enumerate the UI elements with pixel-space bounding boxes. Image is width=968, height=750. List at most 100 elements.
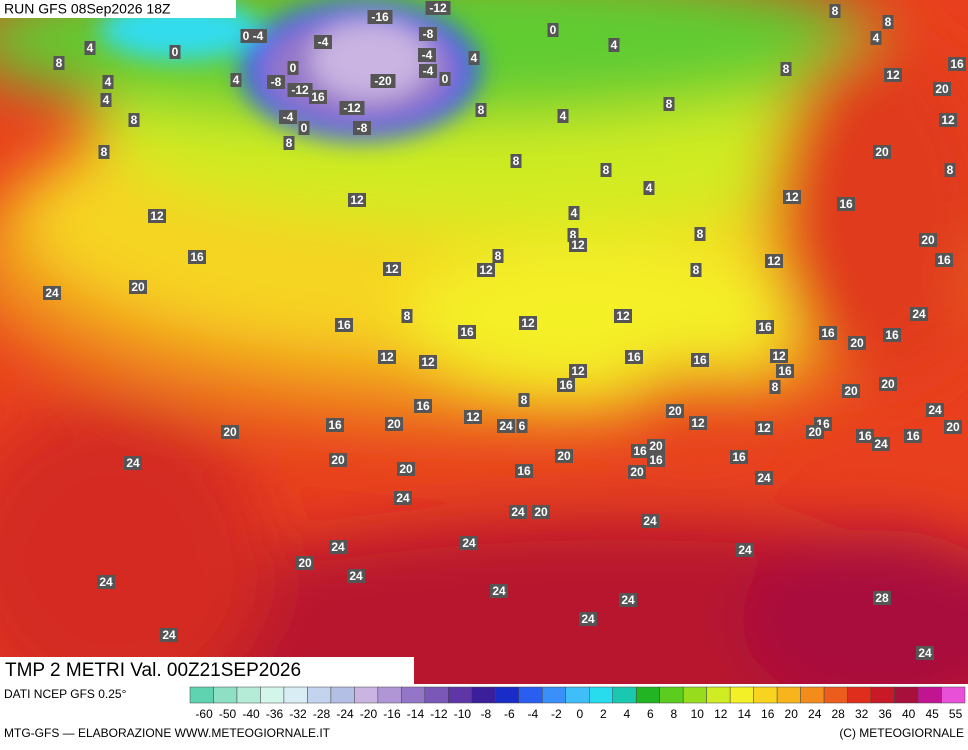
- label-box: [783, 190, 801, 204]
- label-box: [873, 145, 891, 159]
- temperature-label: 12: [767, 254, 781, 268]
- temperature-label: 16: [885, 328, 899, 342]
- label-box: [348, 193, 366, 207]
- temperature-label: 12: [757, 421, 771, 435]
- title-box: [0, 657, 414, 684]
- label-box: [948, 57, 966, 71]
- temperature-label: 20: [649, 439, 663, 453]
- label-box: [84, 41, 96, 55]
- label-box: [329, 453, 347, 467]
- temperature-label: -4: [423, 64, 434, 78]
- legend-tick-label: 10: [691, 707, 705, 721]
- label-box: [910, 307, 928, 321]
- temperature-label: 4: [471, 51, 478, 65]
- label-box: [497, 419, 515, 433]
- temperature-label: 8: [404, 309, 411, 323]
- temperature-label: 12: [380, 350, 394, 364]
- legend-tick-label: -20: [360, 707, 378, 721]
- label-box: [516, 419, 528, 433]
- temperature-label: 24: [912, 307, 926, 321]
- label-box: [419, 27, 437, 41]
- legend-tick-label: 8: [670, 707, 677, 721]
- label-box: [776, 364, 794, 378]
- label-box: [314, 35, 332, 49]
- legend-swatch: [377, 686, 402, 704]
- label-box: [97, 575, 115, 589]
- temperature-label: 24: [99, 575, 113, 589]
- temperature-label: 12: [772, 349, 786, 363]
- legend-tick-label: -16: [383, 707, 401, 721]
- temperature-label: 12: [385, 262, 399, 276]
- label-box: [160, 628, 178, 642]
- legend-swatch: [706, 686, 731, 704]
- legend-swatch: [189, 686, 214, 704]
- label-box: [872, 437, 890, 451]
- temperature-label: 16: [839, 197, 853, 211]
- label-box: [916, 646, 934, 660]
- label-box: [884, 68, 902, 82]
- label-box: [944, 420, 962, 434]
- label-box: [926, 403, 944, 417]
- temperature-label: 20: [298, 556, 312, 570]
- label-box: [353, 121, 371, 135]
- temperature-label: 24: [162, 628, 176, 642]
- temperature-label: 8: [521, 393, 528, 407]
- label-box: [619, 593, 637, 607]
- temperature-label: -4: [253, 29, 264, 43]
- label-box: [837, 197, 855, 211]
- label-box: [944, 163, 956, 177]
- temperature-label: 4: [611, 38, 618, 52]
- copyright: (C) METEOGIORNALE: [839, 726, 964, 740]
- label-box: [385, 417, 403, 431]
- label-box: [904, 429, 922, 443]
- label-box: [690, 263, 702, 277]
- label-box: [309, 90, 327, 104]
- label-box: [509, 505, 527, 519]
- label-box: [631, 444, 649, 458]
- legend-tick-label: -50: [219, 707, 237, 721]
- temperature-label: -4: [318, 35, 329, 49]
- credit: MTG-GFS — ELABORAZIONE WWW.METEOGIORNALE…: [4, 726, 331, 740]
- label-box: [870, 31, 882, 45]
- temperature-label: 8: [495, 249, 502, 263]
- label-box: [492, 249, 504, 263]
- label-box: [367, 10, 393, 24]
- temperature-label: 24: [331, 540, 345, 554]
- temperature-label: 8: [832, 4, 839, 18]
- legend-tick-label: 12: [714, 707, 728, 721]
- label-box: [383, 262, 401, 276]
- temperature-label: 24: [349, 569, 363, 583]
- temperature-label: 8: [603, 163, 610, 177]
- temperature-label: 20: [331, 453, 345, 467]
- temperature-label: 16: [633, 444, 647, 458]
- temperature-label: 20: [935, 82, 949, 96]
- label-box: [439, 72, 451, 86]
- temperature-label: 4: [646, 181, 653, 195]
- temperature-label: 20: [850, 336, 864, 350]
- legend-swatch: [941, 686, 966, 704]
- legend-tick-label: 14: [738, 707, 752, 721]
- legend-swatch: [236, 686, 261, 704]
- legend-swatch: [612, 686, 637, 704]
- temperature-label: 20: [223, 425, 237, 439]
- temperature-label: 16: [416, 399, 430, 413]
- label-box: [169, 45, 181, 59]
- label-box: [532, 505, 550, 519]
- label-box: [873, 591, 891, 605]
- legend-tick-label: 4: [623, 707, 630, 721]
- legend-swatch: [776, 686, 801, 704]
- label-box: [663, 97, 675, 111]
- temperature-label: 16: [778, 364, 792, 378]
- label-box: [755, 421, 773, 435]
- temperature-label: 20: [881, 377, 895, 391]
- label-box: [882, 15, 894, 29]
- label-box: [557, 378, 575, 392]
- legend-tick-label: -24: [336, 707, 354, 721]
- temperature-label: -20: [374, 74, 392, 88]
- legend-tick-label: -36: [266, 707, 284, 721]
- temperature-label: 8: [783, 62, 790, 76]
- legend-swatch: [283, 686, 308, 704]
